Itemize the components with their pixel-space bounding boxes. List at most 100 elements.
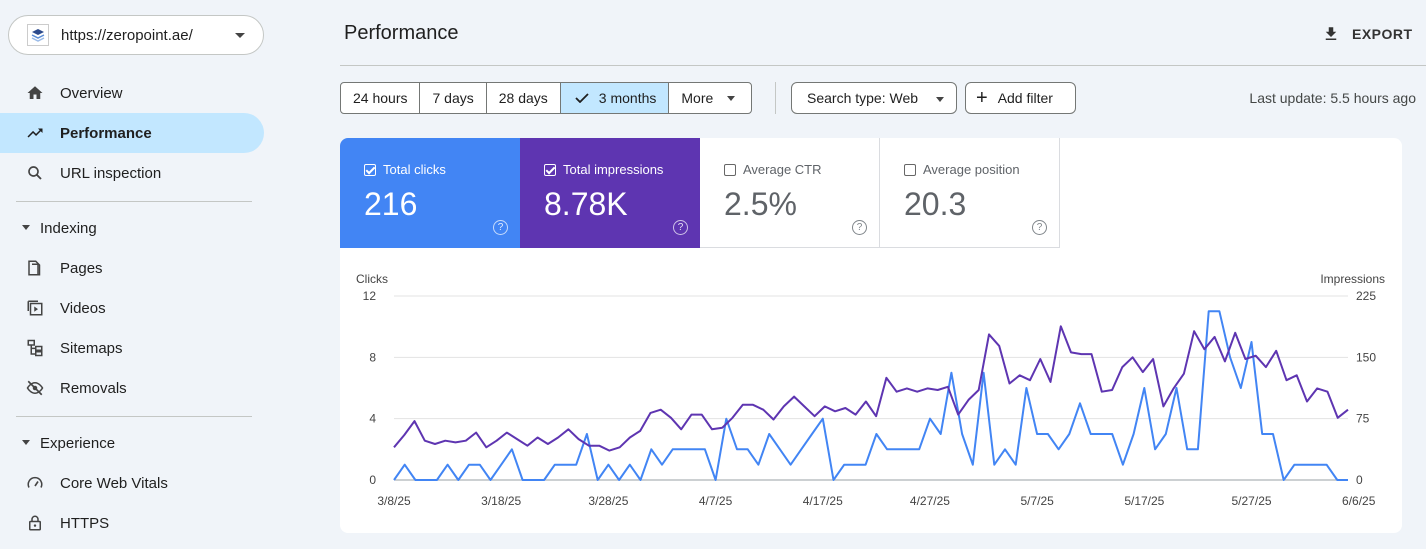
sidebar-item-removals[interactable]: Removals xyxy=(0,368,264,408)
x-tick-label: 4/27/25 xyxy=(910,494,950,508)
metric-label: Average CTR xyxy=(743,162,822,177)
checkbox-unchecked-icon[interactable] xyxy=(904,163,916,176)
site-logo-icon xyxy=(27,24,49,46)
sidebar: https://zeropoint.ae/ Overview Performan… xyxy=(0,0,276,549)
metric-total-impressions[interactable]: Total impressions 8.78K ? xyxy=(520,138,700,248)
help-icon[interactable]: ? xyxy=(673,220,688,235)
range-7-days[interactable]: 7 days xyxy=(420,83,487,113)
sidebar-item-performance[interactable]: Performance xyxy=(0,113,264,153)
date-range-selector: 24 hours 7 days 28 days 3 months More xyxy=(340,82,753,114)
range-label: 3 months xyxy=(598,90,657,106)
right-axis-title: Impressions xyxy=(1320,272,1385,286)
eye-off-icon xyxy=(26,380,44,396)
sidebar-item-https[interactable]: HTTPS xyxy=(0,503,264,543)
video-icon xyxy=(27,300,43,316)
metric-value: 216 xyxy=(364,186,418,222)
right-tick-label: 150 xyxy=(1356,350,1376,364)
x-tick-label: 5/17/25 xyxy=(1124,494,1164,508)
sidebar-item-label: Removals xyxy=(60,379,127,397)
checkbox-unchecked-icon[interactable] xyxy=(724,163,736,176)
metric-label: Average position xyxy=(923,162,1020,177)
search-icon xyxy=(28,166,42,180)
export-button[interactable]: EXPORT xyxy=(1322,22,1413,46)
caret-down-icon xyxy=(22,440,30,445)
range-label: 28 days xyxy=(498,90,548,106)
right-tick-label: 75 xyxy=(1356,412,1370,426)
filter-divider xyxy=(775,82,776,114)
right-tick-label: 0 xyxy=(1356,473,1363,487)
checkbox-checked-icon[interactable] xyxy=(364,163,376,176)
sidebar-item-overview[interactable]: Overview xyxy=(0,73,264,113)
range-24-hours[interactable]: 24 hours xyxy=(341,83,421,113)
x-tick-label: 5/27/25 xyxy=(1232,494,1272,508)
lock-icon xyxy=(29,515,41,531)
sidebar-item-pages[interactable]: Pages xyxy=(0,248,264,288)
left-tick-label: 12 xyxy=(363,289,377,303)
section-experience[interactable]: Experience xyxy=(0,428,264,458)
help-icon[interactable]: ? xyxy=(1032,220,1047,235)
x-tick-label: 6/6/25 xyxy=(1342,494,1376,508)
section-title: Experience xyxy=(40,434,116,452)
metric-value: 2.5% xyxy=(724,186,797,222)
sidebar-item-label: Pages xyxy=(60,259,103,277)
sidebar-item-sitemaps[interactable]: Sitemaps xyxy=(0,328,264,368)
metric-average-ctr[interactable]: Average CTR 2.5% ? xyxy=(700,138,880,248)
pages-icon xyxy=(28,260,41,276)
sidebar-item-label: Performance xyxy=(60,124,152,142)
x-tick-label: 3/8/25 xyxy=(377,494,411,508)
left-tick-label: 8 xyxy=(369,350,376,364)
left-tick-label: 0 xyxy=(369,473,376,487)
range-more[interactable]: More xyxy=(669,83,751,113)
sidebar-item-url-inspection[interactable]: URL inspection xyxy=(0,153,264,193)
series-line-clicks xyxy=(393,310,1348,481)
x-tick-label: 4/17/25 xyxy=(803,494,843,508)
sidebar-item-label: URL inspection xyxy=(60,164,162,182)
gauge-icon xyxy=(27,476,43,488)
metric-value: 8.78K xyxy=(544,186,628,222)
sidebar-item-label: Overview xyxy=(60,84,123,102)
range-label: 24 hours xyxy=(353,90,408,106)
x-tick-label: 4/7/25 xyxy=(699,494,733,508)
divider xyxy=(16,201,252,202)
property-url: https://zeropoint.ae/ xyxy=(61,26,193,44)
sitemap-icon xyxy=(27,339,43,357)
sidebar-item-core-web-vitals[interactable]: Core Web Vitals xyxy=(0,463,264,503)
section-title: Indexing xyxy=(40,219,97,237)
plus-icon: + xyxy=(976,87,988,109)
metric-label: Total clicks xyxy=(383,162,446,177)
sidebar-item-videos[interactable]: Videos xyxy=(0,288,264,328)
add-filter-label: Add filter xyxy=(997,90,1053,106)
x-tick-label: 3/28/25 xyxy=(588,494,628,508)
x-tick-label: 3/18/25 xyxy=(481,494,521,508)
search-type-label: Search type: Web xyxy=(807,90,919,106)
search-type-filter[interactable]: Search type: Web xyxy=(791,82,957,114)
divider xyxy=(16,416,252,417)
range-label: 7 days xyxy=(432,90,474,106)
sidebar-item-label: Videos xyxy=(60,299,106,317)
performance-card: Total clicks 216 ? Total impressions 8.7… xyxy=(340,138,1402,533)
sidebar-item-label: Core Web Vitals xyxy=(60,474,168,492)
left-tick-label: 4 xyxy=(369,412,376,426)
metric-average-position[interactable]: Average position 20.3 ? xyxy=(880,138,1060,248)
metric-label: Total impressions xyxy=(563,162,664,177)
download-icon xyxy=(1325,27,1337,40)
help-icon[interactable]: ? xyxy=(852,220,867,235)
caret-down-icon xyxy=(22,225,30,230)
last-update-text: Last update: 5.5 hours ago xyxy=(1249,90,1416,106)
help-icon[interactable]: ? xyxy=(493,220,508,235)
caret-down-icon xyxy=(727,95,736,101)
metric-total-clicks[interactable]: Total clicks 216 ? xyxy=(340,138,520,248)
caret-down-icon xyxy=(936,97,944,102)
header-divider xyxy=(340,65,1426,66)
performance-chart: Clicks Impressions 0 4 8 12 0 75 150 225 3/8/25 3/1… xyxy=(356,272,1385,508)
range-3-months[interactable]: 3 months xyxy=(560,83,670,113)
page-title: Performance xyxy=(344,22,459,44)
section-indexing[interactable]: Indexing xyxy=(0,213,264,243)
range-label: More xyxy=(681,90,714,106)
home-icon xyxy=(27,86,43,99)
checkbox-checked-icon[interactable] xyxy=(544,163,556,176)
x-tick-label: 5/7/25 xyxy=(1020,494,1054,508)
property-selector[interactable]: https://zeropoint.ae/ xyxy=(8,15,264,55)
range-28-days[interactable]: 28 days xyxy=(487,83,561,113)
add-filter-button[interactable]: + Add filter xyxy=(965,82,1076,114)
